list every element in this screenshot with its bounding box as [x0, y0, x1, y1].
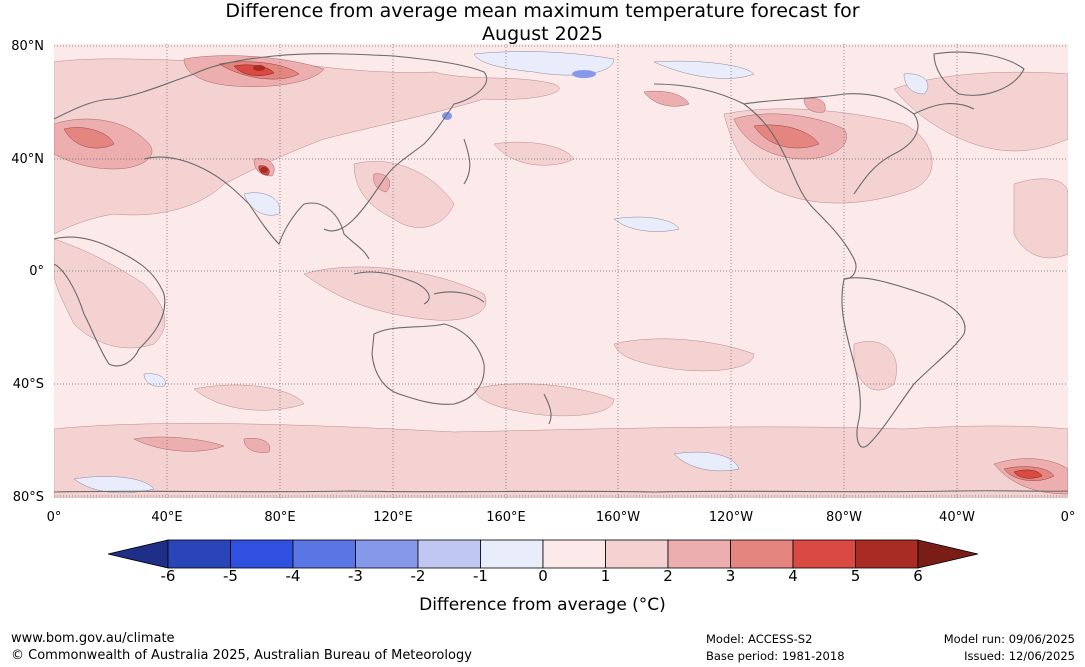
footer-url: www.bom.gov.au/climate — [11, 631, 175, 646]
colorbar-segment — [605, 539, 669, 569]
map-title-line-2: August 2025 — [482, 23, 603, 45]
colorbar-segment — [730, 539, 794, 569]
lon-label-120e: 120°E — [373, 510, 413, 525]
map-title: Difference from average mean maximum tem… — [0, 0, 1085, 46]
forecast-map-graphic — [54, 44, 1068, 498]
lat-label-0: 0° — [29, 264, 44, 279]
colorbar-segment — [292, 539, 356, 569]
colorbar — [107, 539, 979, 569]
colorbar-title: Difference from average (°C) — [419, 595, 666, 615]
colorbar-extend-low — [107, 539, 169, 569]
colorbar-tick-label: -4 — [285, 567, 301, 585]
lon-label-0-right: 0° — [1060, 510, 1076, 525]
colorbar-tick-label: 4 — [788, 567, 798, 585]
footer-model-run: Model run: 09/06/2025 — [943, 632, 1075, 646]
lon-label-80e: 80°E — [264, 510, 296, 525]
colorbar-tick-label: 3 — [725, 567, 736, 585]
colorbar-tick-label: 6 — [913, 567, 923, 585]
colorbar-segment — [855, 539, 919, 569]
anomaly-1-to-2-regions — [54, 58, 1068, 498]
colorbar-segment — [480, 539, 544, 569]
lon-label-40w: 40°W — [939, 510, 975, 525]
lon-label-160w: 160°W — [595, 510, 641, 525]
footer-base-period: Base period: 1981-2018 — [706, 649, 845, 663]
lon-label-40e: 40°E — [151, 510, 183, 525]
colorbar-tick-label: 2 — [663, 567, 673, 585]
forecast-map — [54, 44, 1068, 498]
footer-issued: Issued: 12/06/2025 — [964, 649, 1075, 663]
footer-copyright: © Commonwealth of Australia 2025, Austra… — [11, 648, 472, 663]
lon-label-120w: 120°W — [708, 510, 754, 525]
anomaly-5-to-6-regions — [253, 65, 268, 173]
footer-model: Model: ACCESS-S2 — [706, 632, 813, 646]
colorbar-tick-label: -1 — [473, 567, 488, 585]
colorbar-segment — [542, 539, 606, 569]
anomaly-minus-1-to-0-regions — [73, 51, 929, 494]
lat-label-80s: 80°S — [12, 490, 44, 505]
colorbar-segment — [667, 539, 731, 569]
colorbar-tick-label: 0 — [538, 567, 548, 585]
colorbar-extend-high — [917, 539, 979, 569]
colorbar-segment — [167, 539, 231, 569]
colorbar-tick-label: -6 — [160, 567, 176, 585]
lat-label-40n: 40°N — [11, 152, 44, 167]
coastlines — [54, 51, 1068, 493]
colorbar-tick-label: -5 — [223, 567, 238, 585]
lat-label-80n: 80°N — [11, 39, 44, 54]
colorbar-tick-label: -2 — [410, 567, 426, 585]
lon-label-160e: 160°E — [486, 510, 526, 525]
colorbar-segment — [417, 539, 481, 569]
colorbar-tick-label: 5 — [850, 567, 861, 585]
lat-label-40s: 40°S — [12, 377, 44, 392]
colorbar-segment — [792, 539, 856, 569]
colorbar-graphic — [107, 539, 979, 569]
colorbar-segment — [230, 539, 294, 569]
graticule-grid — [54, 44, 1068, 498]
colorbar-tick-label: -3 — [348, 567, 363, 585]
colorbar-segment — [355, 539, 419, 569]
lon-label-80w: 80°W — [826, 510, 862, 525]
lon-label-0-left: 0° — [46, 510, 62, 525]
colorbar-tick-label: 1 — [600, 567, 611, 585]
map-title-line-1: Difference from average mean maximum tem… — [225, 0, 860, 22]
